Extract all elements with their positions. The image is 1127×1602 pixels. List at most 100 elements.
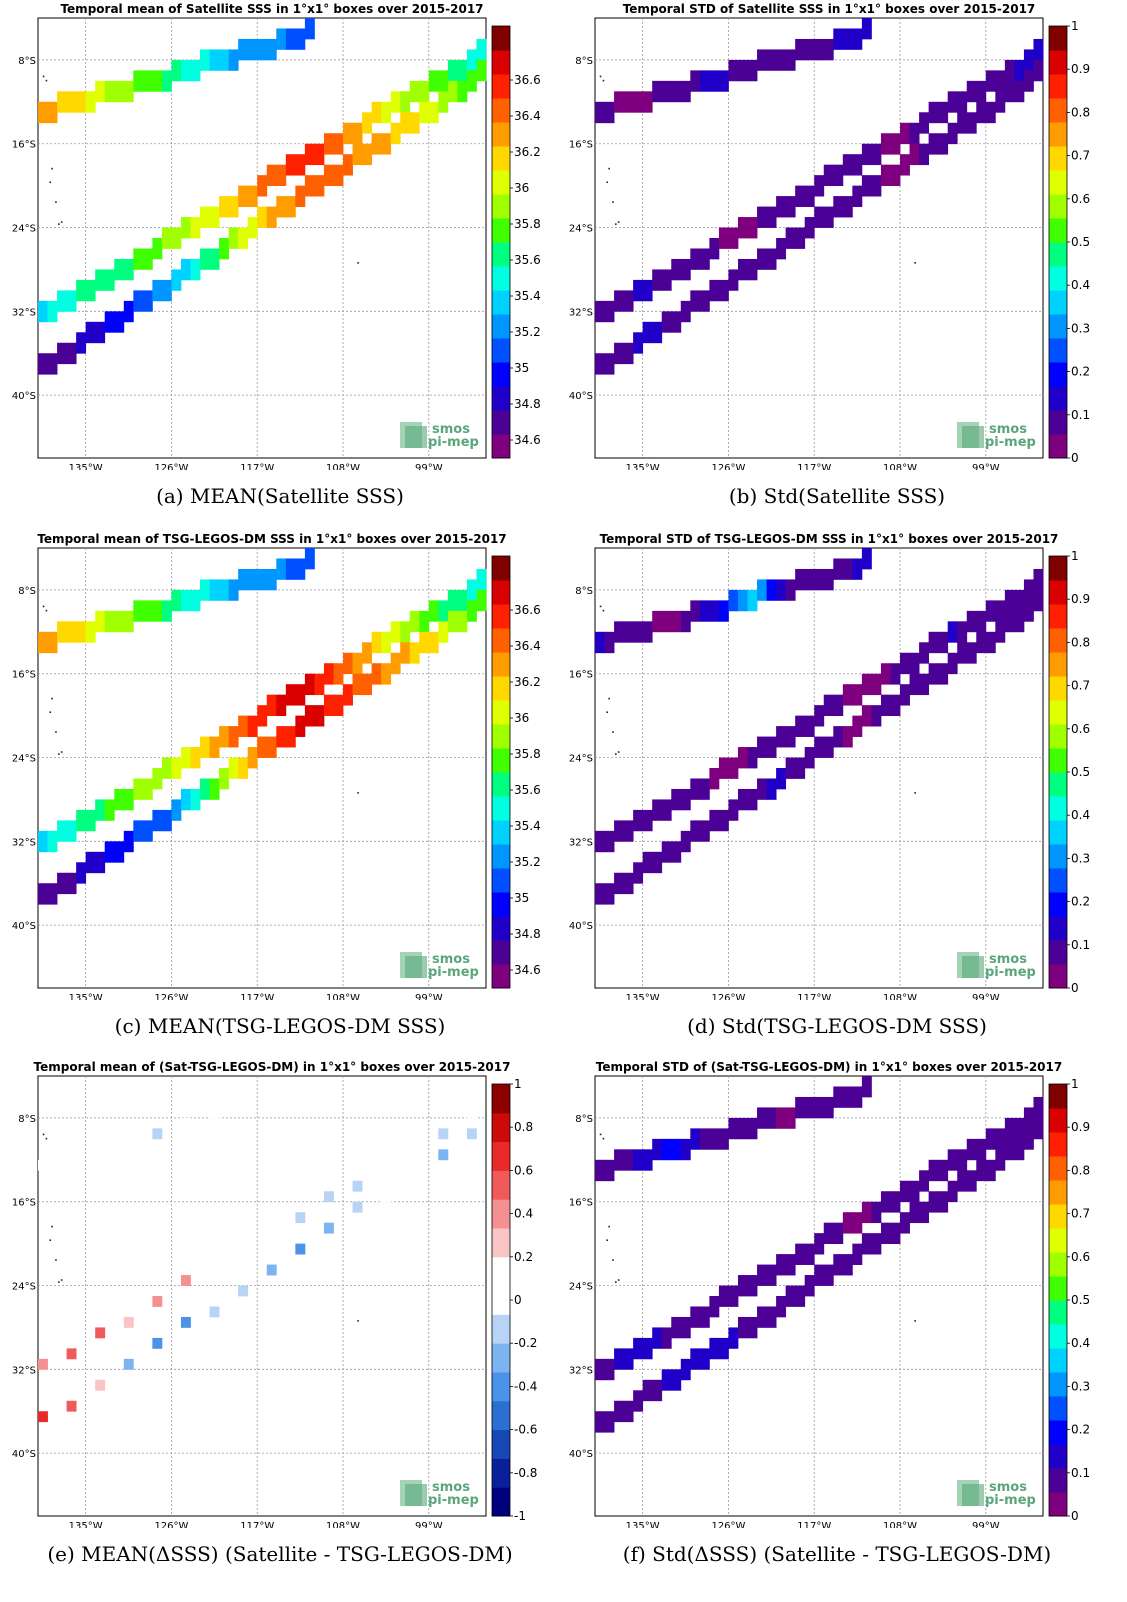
data-cell xyxy=(709,768,720,779)
colorbar-segment xyxy=(492,820,510,845)
data-cell xyxy=(680,788,691,800)
data-cell xyxy=(419,112,430,124)
data-cell xyxy=(976,1170,987,1182)
data-cell xyxy=(447,91,458,103)
data-cell xyxy=(333,673,344,685)
data-cell xyxy=(447,80,458,92)
data-cell xyxy=(604,1411,615,1423)
data-cell xyxy=(757,1306,767,1318)
colorbar-tick-label: 35.2 xyxy=(514,325,541,339)
data-cell xyxy=(709,600,720,612)
data-cell xyxy=(85,851,96,863)
colorbar-segment xyxy=(1049,410,1067,435)
data-cell xyxy=(652,799,663,811)
data-cell xyxy=(947,621,958,633)
panel-b: Temporal STD of Satellite SSS in 1°x1° b… xyxy=(557,0,1117,530)
data-cell xyxy=(947,91,958,103)
data-cell xyxy=(323,694,334,706)
data-cell xyxy=(642,820,653,832)
logo-text: smos xyxy=(432,422,470,437)
colorbar-segment xyxy=(1049,844,1067,869)
data-cell xyxy=(623,883,634,895)
chart-title: Temporal mean of TSG-LEGOS-DM SSS in 1°x… xyxy=(37,532,506,546)
data-cell xyxy=(776,206,787,218)
data-cell xyxy=(161,600,172,612)
data-cell xyxy=(804,185,815,197)
data-cell xyxy=(995,70,1006,82)
data-cell xyxy=(1033,589,1044,601)
data-cell xyxy=(257,715,268,727)
y-tick-label: 16°S xyxy=(569,670,593,681)
data-cell xyxy=(228,726,239,737)
data-cell xyxy=(1014,91,1025,103)
data-cell xyxy=(438,1128,449,1140)
data-cell xyxy=(85,820,96,832)
data-cell xyxy=(604,101,615,113)
data-cell xyxy=(966,1149,977,1161)
data-cell xyxy=(852,1096,863,1108)
data-cell xyxy=(1004,80,1015,92)
data-cell xyxy=(737,589,748,601)
data-cell xyxy=(728,1327,739,1339)
data-cell xyxy=(633,332,644,344)
data-cell xyxy=(604,1358,615,1370)
data-cell xyxy=(785,726,796,737)
colorbar-tick-label: 0 xyxy=(514,1293,522,1307)
data-cell xyxy=(604,1421,615,1433)
data-cell xyxy=(919,1180,930,1192)
y-tick-label: 32°S xyxy=(569,1365,593,1376)
data-cell xyxy=(323,1191,334,1203)
data-cell xyxy=(957,1149,968,1161)
data-cell xyxy=(823,49,834,61)
y-tick-label: 8°S xyxy=(18,56,36,67)
data-cell xyxy=(757,258,767,270)
data-cell xyxy=(737,1128,748,1140)
data-cell xyxy=(47,112,58,124)
data-cell xyxy=(957,122,968,134)
data-cell xyxy=(66,353,77,365)
data-cell xyxy=(47,642,58,654)
data-cell xyxy=(362,652,373,664)
colorbar-segment xyxy=(1049,386,1067,411)
data-cell xyxy=(957,1170,968,1182)
data-cell xyxy=(466,600,477,612)
data-cell xyxy=(114,269,125,281)
data-cell xyxy=(457,600,468,612)
data-cell xyxy=(323,175,334,187)
data-cell xyxy=(400,101,411,113)
data-cell xyxy=(995,80,1006,92)
data-cell xyxy=(690,830,701,842)
chart-title: Temporal STD of Satellite SSS in 1°x1° b… xyxy=(623,2,1036,16)
data-cell xyxy=(1014,1138,1025,1150)
data-cell xyxy=(880,164,891,176)
data-cell xyxy=(861,185,872,197)
data-cell xyxy=(814,1275,825,1286)
data-cell xyxy=(1014,610,1025,622)
data-cell xyxy=(928,133,939,145)
data-cell xyxy=(861,18,872,29)
data-cell xyxy=(219,206,230,218)
data-cell xyxy=(47,841,58,853)
data-cell xyxy=(352,673,363,685)
data-cell xyxy=(890,1191,901,1203)
data-cell xyxy=(957,1159,968,1171)
data-cell xyxy=(699,600,710,612)
data-cell xyxy=(661,1138,672,1150)
island-dot xyxy=(58,223,60,225)
data-cell xyxy=(57,290,67,302)
data-cell xyxy=(842,694,853,706)
data-cell xyxy=(785,1296,796,1307)
data-cell xyxy=(1023,1128,1034,1140)
data-cell xyxy=(66,872,77,884)
data-cell xyxy=(785,196,796,207)
data-cell xyxy=(104,799,115,811)
data-cell xyxy=(228,196,239,207)
data-cell xyxy=(804,579,815,591)
data-cell xyxy=(447,70,458,82)
data-cell xyxy=(747,70,758,82)
data-cell xyxy=(833,28,844,40)
data-cell xyxy=(1023,610,1034,622)
colorbar-segment xyxy=(492,1141,510,1171)
data-cell xyxy=(314,154,325,166)
colorbar-segment xyxy=(1049,1468,1067,1493)
